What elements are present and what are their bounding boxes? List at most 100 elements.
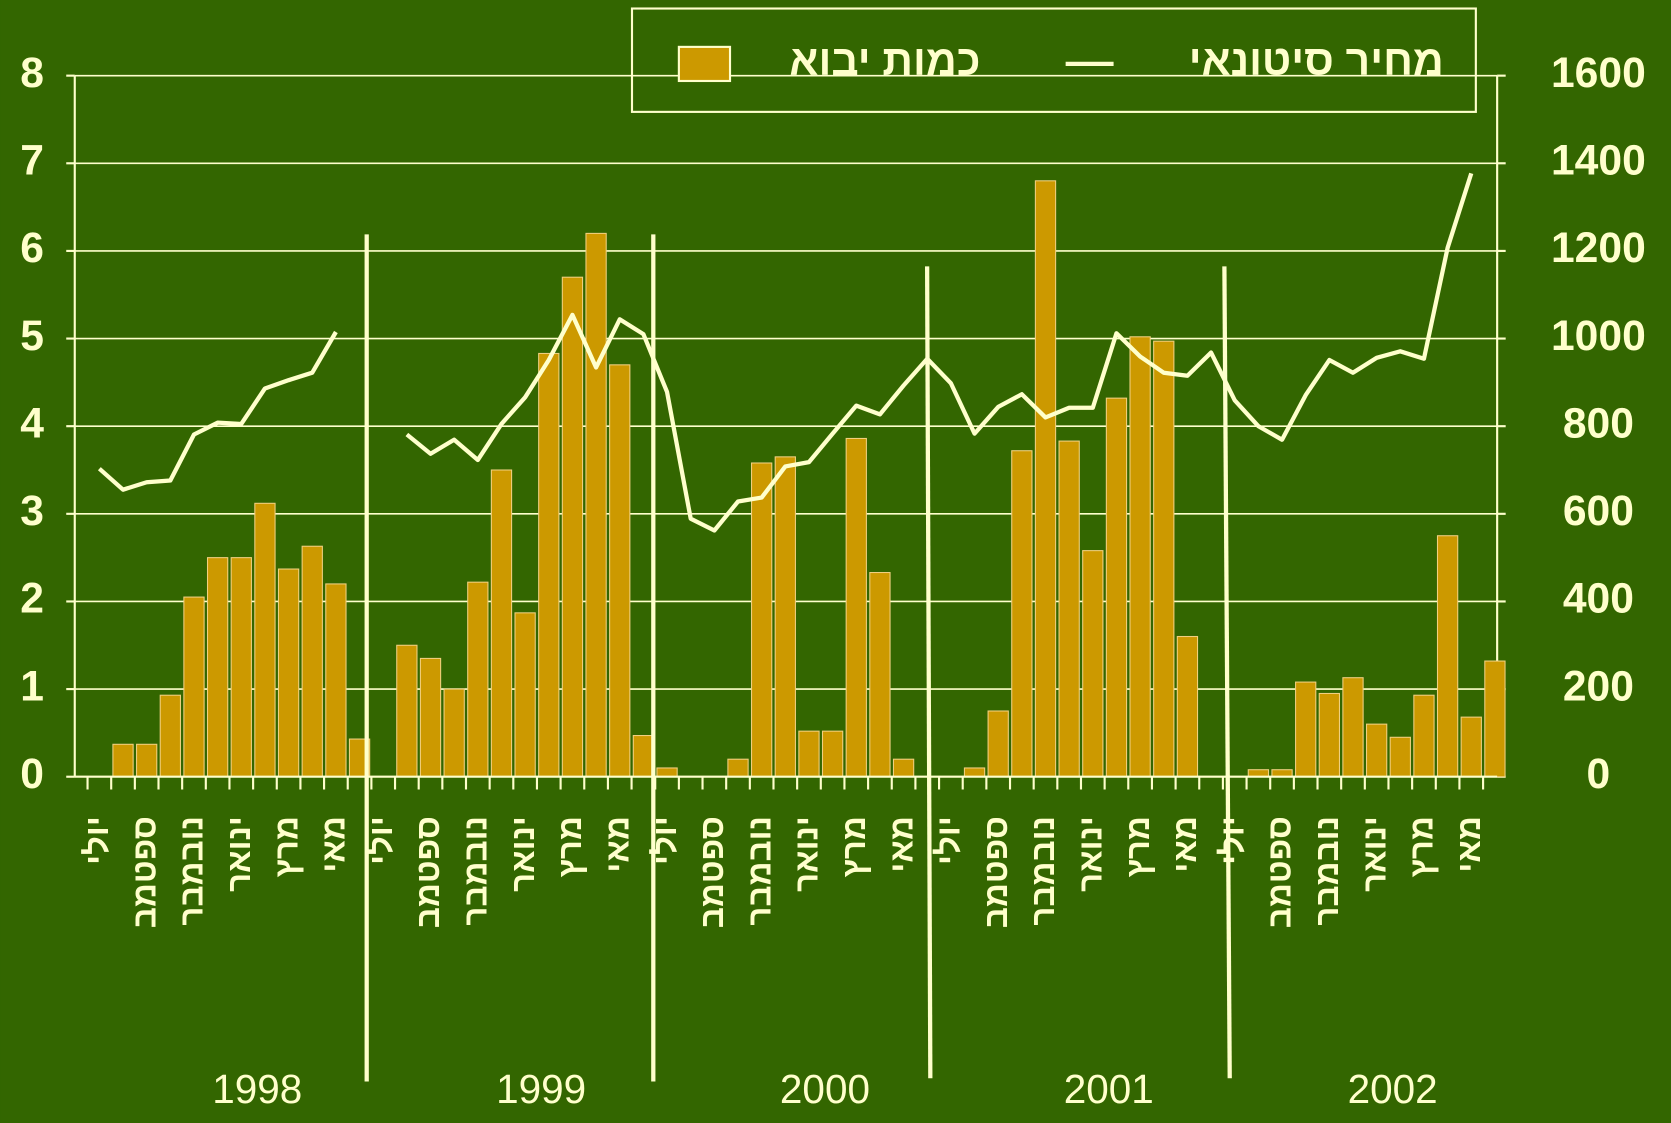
y-tick-label: 7 xyxy=(20,137,44,185)
bar xyxy=(396,644,418,778)
bar xyxy=(183,596,205,778)
y2-tick-label: 600 xyxy=(1563,487,1634,535)
year-label: 1998 xyxy=(212,1066,302,1112)
x-tick-label: מרץ xyxy=(1119,816,1156,877)
y2-tick-label: 1400 xyxy=(1551,137,1646,185)
bar xyxy=(277,568,300,778)
bar xyxy=(821,730,844,778)
y-tick-label: 4 xyxy=(20,399,44,447)
x-tick-label: ינואר xyxy=(1072,816,1109,892)
y-tick-label: 1 xyxy=(20,662,44,710)
x-tick-label: ינואר xyxy=(504,816,541,892)
bar xyxy=(1176,635,1199,778)
bar xyxy=(632,735,655,778)
bar xyxy=(514,612,536,778)
x-tick-label: מאי xyxy=(315,816,352,872)
x-tick-label: ינואר xyxy=(788,816,825,892)
bar xyxy=(727,758,749,778)
bar xyxy=(798,730,820,778)
year-label: 2000 xyxy=(780,1066,870,1112)
year-label: 2002 xyxy=(1348,1066,1438,1112)
x-tick-label: ינואר xyxy=(220,816,257,892)
divider xyxy=(1222,266,1232,1079)
bar xyxy=(230,557,252,778)
bar xyxy=(538,352,560,778)
x-tick-label: נובמבר xyxy=(1024,816,1061,925)
bar xyxy=(1389,736,1411,778)
bar xyxy=(419,657,442,778)
x-tick-label: נובמבר xyxy=(173,816,210,925)
x-tick-label: נובמבר xyxy=(740,816,777,925)
bar xyxy=(443,688,465,778)
y-tick-label: 8 xyxy=(20,49,44,97)
bar xyxy=(585,232,607,778)
legend-box xyxy=(630,7,1477,113)
bar xyxy=(490,469,513,778)
bar xyxy=(206,557,229,778)
bar xyxy=(1105,397,1128,778)
bar xyxy=(1011,450,1033,778)
x-tick-label: מרץ xyxy=(835,816,872,877)
x-tick-label: מאי xyxy=(1450,816,1487,872)
bar xyxy=(136,743,158,778)
bar xyxy=(1129,336,1151,778)
bar xyxy=(869,572,891,778)
y2-tick-label: 400 xyxy=(1563,575,1634,623)
x-tick-label: מרץ xyxy=(267,816,304,877)
x-tick-label: מאי xyxy=(598,816,635,872)
y-tick-label: 0 xyxy=(20,750,44,798)
bar xyxy=(1082,550,1104,778)
bar xyxy=(561,276,584,778)
bar xyxy=(845,437,867,778)
bar xyxy=(1153,340,1175,778)
bar xyxy=(1413,694,1435,778)
bar xyxy=(751,462,773,778)
x-tick-label: יולי xyxy=(78,816,115,865)
bar xyxy=(112,743,134,778)
x-tick-label: נובמבר xyxy=(457,816,494,925)
y-tick-label: 5 xyxy=(20,312,44,360)
x-tick-label: מרץ xyxy=(551,816,588,877)
x-tick-label: ספטמב xyxy=(125,816,162,928)
year-label: 2001 xyxy=(1064,1066,1154,1112)
bar xyxy=(467,581,489,778)
x-tick-label: יולי xyxy=(930,816,967,865)
divider xyxy=(924,266,933,1079)
y2-tick-label: 200 xyxy=(1563,662,1634,710)
y-tick-label: 2 xyxy=(20,575,44,623)
year-dividers xyxy=(364,234,1232,1082)
legend-swatch xyxy=(677,45,732,83)
bar xyxy=(1342,677,1364,778)
bar xyxy=(1295,681,1317,778)
y-tick-label: 6 xyxy=(20,224,44,272)
bar xyxy=(1058,440,1080,778)
bar xyxy=(1365,723,1388,778)
bar xyxy=(656,767,678,778)
bar xyxy=(301,545,323,778)
x-tick-label: ספטמב xyxy=(1261,816,1298,928)
legend-label: מחיר סיטונאי xyxy=(1189,37,1444,85)
bar xyxy=(1460,716,1482,778)
year-label: 1999 xyxy=(496,1066,586,1112)
y2-tick-label: 800 xyxy=(1563,399,1634,447)
line xyxy=(97,172,1474,533)
x-tick-label: ספטמב xyxy=(409,816,446,928)
bar xyxy=(892,758,915,778)
x-tick-label: ינואר xyxy=(1355,816,1392,892)
y-tick-label: 3 xyxy=(20,487,44,535)
x-tick-label: מאי xyxy=(1166,816,1203,872)
x-tick-label: ספטמב xyxy=(977,816,1014,928)
x-tick-label: יולי xyxy=(1213,816,1250,865)
bar xyxy=(1034,180,1057,778)
y2-tick-label: 1600 xyxy=(1551,49,1646,97)
bar xyxy=(159,694,181,778)
bar xyxy=(987,710,1009,778)
bar xyxy=(254,502,276,778)
y2-tick-label: 1200 xyxy=(1551,224,1646,272)
x-tick-label: מרץ xyxy=(1403,816,1440,877)
x-tick-label: נובמבר xyxy=(1308,816,1345,925)
bar xyxy=(1318,692,1340,778)
bar xyxy=(963,767,986,778)
x-tick-label: מאי xyxy=(882,816,919,872)
